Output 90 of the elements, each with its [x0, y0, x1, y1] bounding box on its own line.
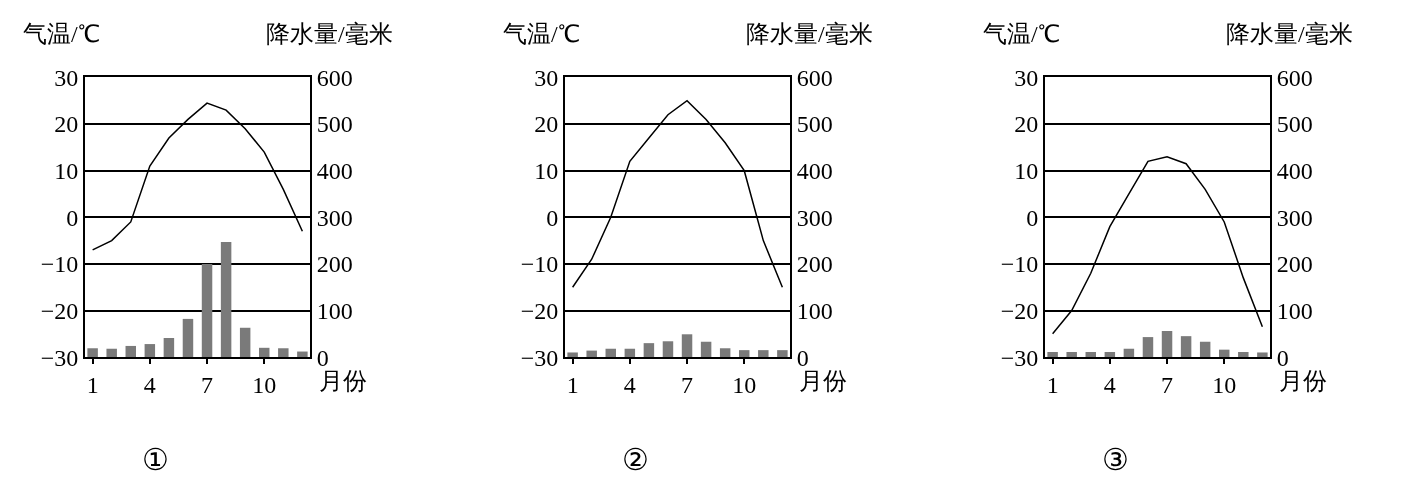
y-tick-label: 20: [534, 111, 559, 138]
y2-axis-title: 降水量/毫米: [266, 21, 393, 47]
y2-tick-label: 300: [316, 204, 353, 231]
y2-tick-label: 400: [316, 158, 353, 185]
y-tick-label: 10: [1014, 158, 1039, 185]
y2-tick-label: 200: [316, 251, 353, 278]
y2-tick-label: 200: [1276, 251, 1313, 278]
x-axis-title: 月份: [319, 368, 367, 394]
x-tick-label: 4: [143, 371, 156, 398]
y2-tick-label: 100: [316, 297, 353, 324]
y2-tick-label: 400: [1276, 158, 1313, 185]
bar: [201, 263, 213, 358]
bar: [777, 350, 788, 358]
y-tick-label: 10: [534, 158, 559, 185]
bar: [586, 350, 597, 358]
y2-tick-label: 600: [796, 64, 833, 91]
y2-tick-label: 200: [796, 251, 833, 278]
y2-tick-label: 500: [316, 111, 353, 138]
y-tick-label: 10: [54, 158, 79, 185]
bar: [258, 347, 270, 358]
bar: [700, 341, 712, 358]
bar: [125, 345, 137, 358]
y-tick-label: −30: [520, 344, 559, 371]
y-axis-title: 气温/℃: [983, 21, 1060, 47]
y-axis-title: 气温/℃: [23, 21, 100, 47]
x-tick-label: 7: [1161, 371, 1174, 398]
y2-tick-label: 300: [796, 204, 833, 231]
text: ③: [1102, 443, 1129, 476]
x-axis-title: 月份: [1279, 368, 1327, 394]
y-tick-label: 20: [54, 111, 79, 138]
x-axis-title: 月份: [799, 368, 847, 394]
y2-tick-label: 600: [316, 64, 353, 91]
bar: [163, 338, 175, 358]
y2-tick-label: 0: [1276, 344, 1289, 371]
y2-tick-label: 500: [796, 111, 833, 138]
bar: [605, 348, 617, 358]
x-tick-label: 7: [201, 371, 214, 398]
x-tick-label: 4: [623, 371, 636, 398]
x-tick-label: 1: [86, 371, 99, 398]
y-tick-label: −30: [1000, 344, 1039, 371]
y2-tick-label: 0: [316, 344, 329, 371]
y-tick-label: −10: [520, 251, 559, 278]
y-tick-label: 30: [54, 64, 79, 91]
x-tick-label: 10: [732, 371, 757, 398]
y2-tick-label: 0: [796, 344, 809, 371]
bar: [278, 348, 289, 358]
y-tick-label: −10: [1000, 251, 1039, 278]
x-tick-label: 7: [681, 371, 694, 398]
y2-tick-label: 400: [796, 158, 833, 185]
x-tick-label: 10: [1212, 371, 1237, 398]
y-tick-label: −20: [1000, 297, 1039, 324]
y-tick-label: −20: [40, 297, 79, 324]
y2-axis-title: 降水量/毫米: [746, 21, 873, 47]
bar: [681, 334, 693, 358]
x-tick-label: 1: [1046, 371, 1059, 398]
bar: [239, 327, 251, 358]
y2-tick-label: 100: [1276, 297, 1313, 324]
bar: [144, 344, 156, 358]
y2-axis-title: 降水量/毫米: [1226, 21, 1353, 47]
text: ②: [622, 443, 649, 476]
y-tick-label: −30: [40, 344, 79, 371]
y-axis-title: 气温/℃: [503, 21, 580, 47]
bar: [567, 352, 578, 358]
bar: [719, 348, 731, 358]
x-tick-label: 4: [1103, 371, 1116, 398]
y-tick-label: 20: [1014, 111, 1039, 138]
x-tick-label: 1: [566, 371, 579, 398]
y-tick-label: 30: [1014, 64, 1039, 91]
x-tick-label: 10: [252, 371, 277, 398]
bar: [106, 348, 117, 358]
bar: [643, 343, 655, 358]
y-tick-label: 0: [1026, 204, 1039, 231]
bar: [758, 350, 769, 358]
y2-tick-label: 100: [796, 297, 833, 324]
text: ①: [142, 443, 169, 476]
y2-tick-label: 500: [1276, 111, 1313, 138]
y2-tick-label: 300: [1276, 204, 1313, 231]
bar: [87, 348, 98, 358]
bar: [297, 351, 308, 358]
bar: [662, 341, 674, 358]
bar: [624, 348, 636, 358]
y-tick-label: −10: [40, 251, 79, 278]
y-tick-label: −20: [520, 297, 559, 324]
bar: [738, 350, 750, 358]
y-tick-label: 30: [534, 64, 559, 91]
y-tick-label: 0: [546, 204, 559, 231]
y-tick-label: 0: [66, 204, 79, 231]
bar: [182, 318, 194, 358]
y2-tick-label: 600: [1276, 64, 1313, 91]
bar: [220, 241, 232, 358]
